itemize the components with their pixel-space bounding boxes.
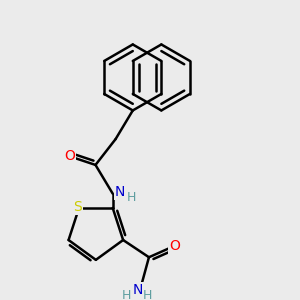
Text: N: N [132,283,143,297]
Text: H: H [121,289,131,300]
Text: S: S [73,200,82,214]
Text: H: H [143,289,152,300]
Text: N: N [115,185,125,199]
Text: H: H [127,190,136,204]
Text: O: O [64,149,75,163]
Text: O: O [169,239,180,253]
